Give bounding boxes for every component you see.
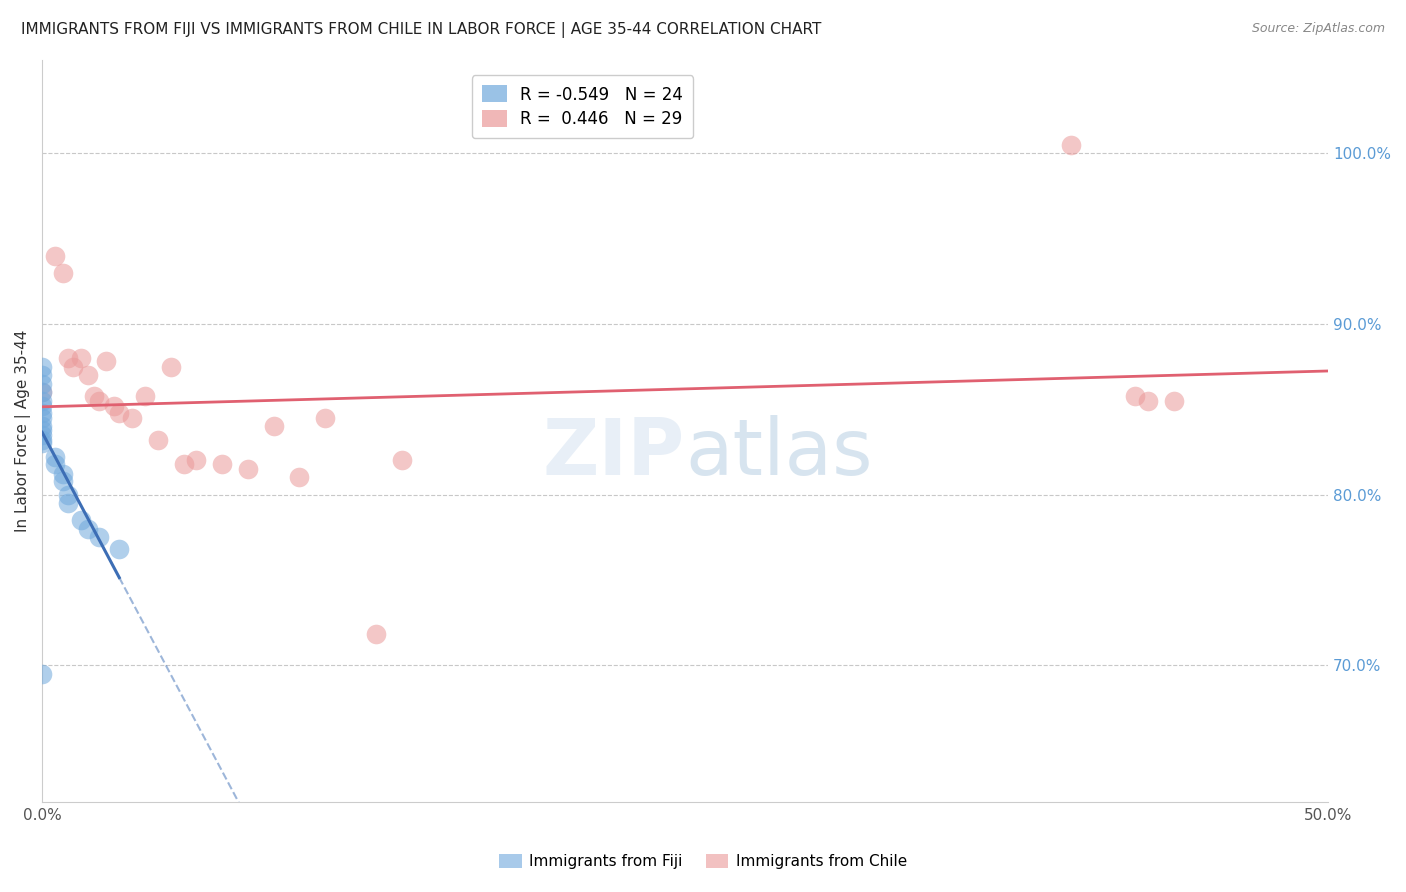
Text: ZIP: ZIP [543, 415, 685, 491]
Point [31, 419, 53, 434]
Point [69, 351, 91, 365]
Point [31, 406, 53, 420]
Text: Source: ZipAtlas.com: Source: ZipAtlas.com [1251, 22, 1385, 36]
Point [173, 457, 195, 471]
Point [159, 359, 181, 374]
Point [1060, 137, 1083, 152]
Point [52, 266, 75, 280]
Point [77, 368, 100, 383]
Point [31, 368, 53, 383]
Point [31, 423, 53, 437]
Point [31, 385, 53, 400]
Point [62, 359, 84, 374]
Point [56, 351, 79, 365]
Point [391, 453, 413, 467]
Point [56, 487, 79, 501]
Point [1123, 389, 1146, 403]
Point [263, 419, 285, 434]
Point [31, 410, 53, 425]
Point [44, 457, 66, 471]
Point [87, 530, 110, 544]
Legend: R = -0.549   N = 24, R =  0.446   N = 29: R = -0.549 N = 24, R = 0.446 N = 29 [471, 75, 693, 138]
Point [134, 389, 156, 403]
Point [31, 359, 53, 374]
Text: atlas: atlas [685, 415, 873, 491]
Point [31, 436, 53, 450]
Point [52, 474, 75, 488]
Point [56, 496, 79, 510]
Point [87, 393, 110, 408]
Point [31, 666, 53, 681]
Point [77, 522, 100, 536]
Point [44, 249, 66, 263]
Point [52, 467, 75, 481]
Point [146, 433, 169, 447]
Point [31, 385, 53, 400]
Text: IMMIGRANTS FROM FIJI VS IMMIGRANTS FROM CHILE IN LABOR FORCE | AGE 35-44 CORRELA: IMMIGRANTS FROM FIJI VS IMMIGRANTS FROM … [21, 22, 821, 38]
Point [31, 393, 53, 408]
Point [121, 410, 143, 425]
Point [31, 399, 53, 413]
Y-axis label: In Labor Force | Age 35-44: In Labor Force | Age 35-44 [15, 329, 31, 532]
Point [236, 462, 259, 476]
Point [96, 354, 118, 368]
Point [31, 427, 53, 442]
Point [1137, 393, 1160, 408]
Point [288, 470, 311, 484]
Point [103, 399, 125, 413]
Point [44, 450, 66, 464]
Point [108, 406, 131, 420]
Point [83, 389, 105, 403]
Point [314, 410, 336, 425]
Point [366, 627, 388, 641]
Point [1163, 393, 1185, 408]
Point [108, 542, 131, 557]
Point [31, 376, 53, 391]
Legend: Immigrants from Fiji, Immigrants from Chile: Immigrants from Fiji, Immigrants from Ch… [492, 848, 914, 875]
Point [186, 453, 208, 467]
Point [69, 513, 91, 527]
Point [31, 433, 53, 447]
Point [211, 457, 233, 471]
